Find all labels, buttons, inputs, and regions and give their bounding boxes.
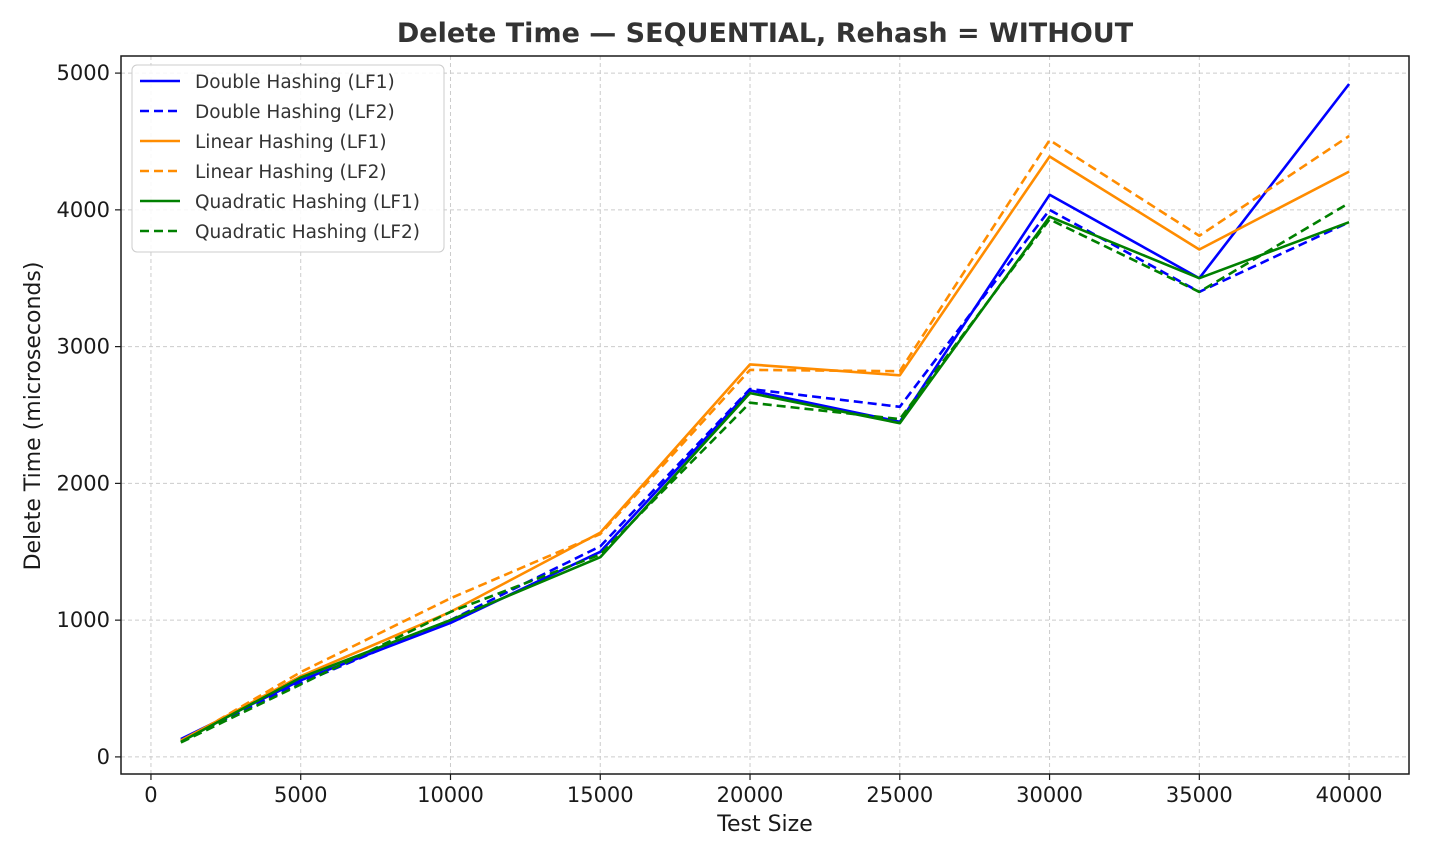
series-line-2 — [180, 155, 1350, 742]
y-tick-label: 1000 — [57, 608, 110, 632]
x-tick-label: 10000 — [417, 783, 484, 807]
chart-title: Delete Time — SEQUENTIAL, Rehash = WITHO… — [397, 18, 1134, 49]
legend-label: Quadratic Hashing (LF1) — [195, 192, 420, 213]
legend-label: Linear Hashing (LF1) — [195, 132, 387, 153]
grid-lines — [121, 56, 1409, 774]
x-tick-label: 30000 — [1016, 783, 1083, 807]
y-tick-label: 4000 — [57, 198, 110, 222]
legend-label: Double Hashing (LF2) — [195, 102, 395, 123]
y-tick-label: 5000 — [57, 61, 110, 85]
x-tick-label: 40000 — [1316, 783, 1383, 807]
x-tick-label: 35000 — [1166, 783, 1233, 807]
legend: Double Hashing (LF1) Double Hashing (LF2)… — [131, 64, 445, 253]
series-line-5 — [180, 201, 1350, 744]
x-tick-label: 15000 — [567, 783, 634, 807]
axis-ticks: 0 5000 10000 15000 20000 25000 30000 35000 40000… — [57, 61, 1383, 807]
y-tick-label: 0 — [97, 745, 110, 769]
series-line-1 — [180, 208, 1350, 742]
x-tick-label: 0 — [144, 783, 157, 807]
series-lines — [180, 83, 1351, 744]
legend-label: Quadratic Hashing (LF2) — [195, 222, 420, 243]
x-tick-label: 5000 — [274, 783, 327, 807]
legend-box — [131, 64, 445, 253]
series-line-3 — [180, 134, 1350, 744]
y-tick-label: 2000 — [57, 471, 110, 495]
x-tick-label: 25000 — [866, 783, 933, 807]
y-axis-label: Delete Time (microseconds) — [21, 262, 46, 571]
series-line-4 — [180, 215, 1350, 744]
legend-label: Double Hashing (LF1) — [195, 72, 395, 93]
x-axis-label: Test Size — [716, 812, 812, 837]
legend-label: Linear Hashing (LF2) — [195, 162, 387, 183]
x-tick-label: 20000 — [717, 783, 784, 807]
y-tick-label: 3000 — [57, 335, 110, 359]
plot-frame — [120, 55, 1410, 775]
